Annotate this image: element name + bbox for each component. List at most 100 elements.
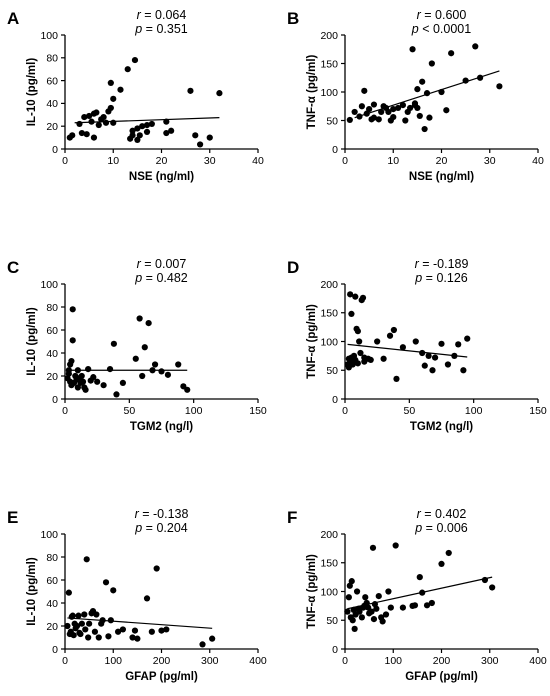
data-point: [370, 616, 378, 623]
data-point: [445, 549, 452, 557]
data-point: [93, 611, 100, 618]
data-point: [351, 625, 358, 632]
data-point: [416, 574, 423, 581]
data-point: [367, 356, 374, 363]
data-point: [423, 602, 431, 609]
data-point: [158, 627, 165, 634]
data-point: [151, 361, 159, 368]
data-point: [387, 604, 394, 611]
data-point: [131, 627, 139, 634]
data-point: [351, 108, 358, 116]
data-point: [385, 108, 392, 116]
data-point: [192, 132, 199, 139]
data-point: [431, 354, 439, 361]
panel-letter: A: [7, 9, 19, 28]
y-tick-label: 200: [320, 529, 338, 541]
y-tick-label: 60: [46, 575, 58, 587]
data-point: [356, 113, 363, 120]
x-tick-label: 400: [529, 655, 547, 667]
data-point: [399, 604, 406, 611]
data-point: [110, 340, 117, 347]
y-axis-label: IL-10 (pg/ml): [26, 307, 38, 376]
panel-letter: D: [287, 258, 299, 277]
data-point: [462, 77, 469, 84]
x-tick-label: 10: [107, 155, 119, 167]
data-point: [136, 315, 143, 322]
x-tick-label: 40: [252, 155, 264, 167]
data-point: [419, 589, 426, 596]
data-point: [429, 367, 436, 374]
data-point: [421, 125, 428, 133]
data-point: [68, 357, 75, 365]
data-point: [148, 120, 155, 128]
x-tick-label: 0: [62, 155, 68, 167]
data-point: [464, 335, 471, 342]
data-point: [344, 608, 351, 615]
data-point: [444, 361, 452, 368]
x-tick-label: 0: [342, 155, 348, 167]
x-tick-label: 200: [433, 655, 451, 667]
x-tick-label: 50: [403, 405, 415, 417]
y-tick-label: 150: [320, 308, 338, 320]
data-point: [65, 367, 72, 374]
x-tick-label: 20: [156, 155, 168, 167]
x-tick-label: 300: [481, 655, 499, 667]
y-tick-label: 80: [46, 552, 58, 564]
x-tick-label: 50: [123, 405, 135, 417]
y-tick-label: 100: [320, 586, 338, 598]
data-point: [143, 128, 151, 135]
y-tick-label: 100: [40, 529, 58, 541]
data-point: [451, 352, 458, 359]
x-tick-label: 0: [342, 405, 348, 417]
y-tick-label: 100: [40, 279, 58, 291]
data-point: [423, 90, 431, 97]
data-point: [134, 635, 141, 642]
data-point: [197, 141, 204, 148]
panel-letter: B: [287, 9, 299, 28]
data-point: [107, 79, 114, 86]
data-point: [168, 127, 175, 134]
data-point: [428, 60, 435, 67]
y-axis-label: TNF-α (pg/ml): [306, 54, 318, 129]
data-point: [134, 125, 141, 132]
p-value: p = 0.006: [414, 521, 468, 535]
data-point: [356, 338, 363, 345]
data-point: [163, 129, 170, 137]
y-tick-label: 0: [332, 144, 338, 156]
data-point: [153, 565, 160, 572]
data-point: [349, 617, 356, 624]
p-value: p = 0.482: [134, 271, 188, 285]
data-point: [443, 107, 450, 114]
data-point: [69, 337, 76, 344]
data-point: [386, 332, 394, 339]
data-point: [373, 605, 380, 612]
data-point: [90, 374, 97, 381]
data-point: [129, 132, 136, 139]
data-point: [187, 87, 194, 94]
data-point: [348, 578, 355, 585]
data-point: [77, 630, 84, 638]
data-point: [390, 106, 397, 113]
data-point: [346, 116, 353, 124]
y-tick-label: 100: [40, 30, 58, 42]
y-tick-label: 150: [320, 58, 338, 70]
x-tick-label: 100: [185, 405, 203, 417]
y-tick-label: 50: [326, 365, 338, 377]
data-point: [75, 612, 82, 619]
data-point: [370, 114, 378, 121]
data-point: [105, 633, 112, 640]
y-axis-label: IL-10 (pg/ml): [26, 58, 38, 127]
regression-line: [347, 343, 468, 358]
data-point: [477, 74, 484, 81]
data-point: [359, 294, 367, 301]
data-point: [414, 104, 421, 112]
data-point: [354, 360, 361, 367]
y-tick-label: 80: [46, 302, 58, 314]
data-point: [158, 368, 165, 375]
data-point: [129, 634, 136, 641]
data-point: [74, 367, 81, 374]
y-tick-label: 50: [326, 615, 338, 627]
data-point: [481, 576, 489, 584]
